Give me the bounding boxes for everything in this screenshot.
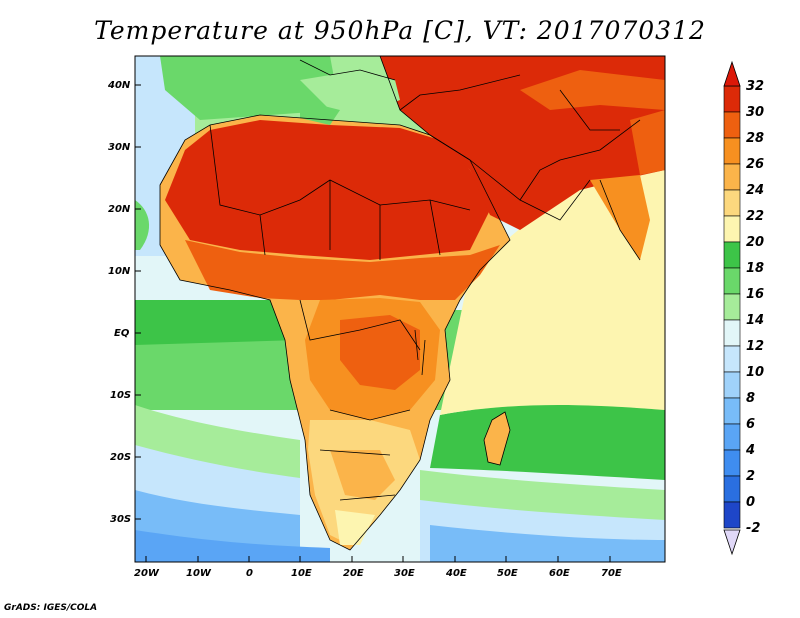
colorbar-label: 2 xyxy=(746,469,755,484)
lon-label-40e: 40E xyxy=(445,568,467,579)
atl-band-6 xyxy=(135,530,330,562)
country-borders xyxy=(159,56,641,551)
colorbar-label: 0 xyxy=(746,495,755,510)
ind-band-8 xyxy=(430,525,665,562)
congo-30 xyxy=(340,315,420,390)
temperature-field xyxy=(135,56,665,562)
pakistan-30 xyxy=(630,110,665,175)
sahel-30 xyxy=(185,240,500,300)
colorbar-box xyxy=(723,397,741,425)
colorbar-label: 24 xyxy=(746,183,764,198)
colorbar-bottom-arrow xyxy=(723,529,741,556)
lon-label-60e: 60E xyxy=(549,568,570,579)
colorbar-box xyxy=(723,501,741,529)
lon-label-10w: 10W xyxy=(186,568,212,579)
map-frame xyxy=(134,55,666,563)
map-title: Temperature at 950hPa [C], VT: 201707031… xyxy=(94,16,706,45)
lat-ticks xyxy=(135,84,611,562)
lon-label-30e: 30E xyxy=(394,568,415,579)
lon-label-20w: 20W xyxy=(134,568,160,579)
colorbar-label: 30 xyxy=(746,105,764,120)
colorbar-box xyxy=(723,85,741,113)
colorbar-label: 26 xyxy=(746,157,764,172)
mediterranean-16 xyxy=(300,70,400,112)
colorbar-box xyxy=(723,345,741,373)
colorbar-label: 20 xyxy=(746,235,764,250)
canary-18 xyxy=(135,200,150,250)
lon-label-0: 0 xyxy=(246,568,253,579)
colorbar: 32 30 28 26 24 22 20 18 16 14 12 10 8 6 … xyxy=(723,60,764,556)
iberia-18 xyxy=(160,56,340,120)
lon-label-10e: 10E xyxy=(291,568,312,579)
colorbar-label: 10 xyxy=(746,365,764,380)
lat-label-30n: 30N xyxy=(108,142,131,153)
colorbar-box xyxy=(723,111,741,139)
colorbar-box xyxy=(723,137,741,165)
iran-30 xyxy=(520,70,665,110)
colorbar-label: -2 xyxy=(746,521,760,536)
colorbar-box xyxy=(723,241,741,269)
colorbar-top-arrow xyxy=(723,60,741,87)
guinea-band-20 xyxy=(135,300,300,345)
colorbar-label: 22 xyxy=(746,209,764,224)
arabian-sea-22 xyxy=(440,170,665,415)
colorbar-box xyxy=(723,293,741,321)
colorbar-box xyxy=(723,449,741,477)
cape-22 xyxy=(335,510,375,545)
lat-label-40n: 40N xyxy=(107,80,131,91)
colorbar-label: 16 xyxy=(746,287,764,302)
lat-label-10n: 10N xyxy=(108,266,131,277)
lon-labels: 20W 10W 0 10E 20E 30E 40E 50E 60E 70E xyxy=(134,568,622,579)
lat-label-20s: 20S xyxy=(110,452,131,463)
colorbar-box xyxy=(723,475,741,503)
colorbar-labels: 32 30 28 26 24 22 20 18 16 14 12 10 8 6 … xyxy=(745,79,764,536)
lat-label-20n: 20N xyxy=(108,204,131,215)
lat-labels: 40N 30N 20N 10N EQ 10S 20S 30S xyxy=(107,80,131,525)
colorbar-label: 14 xyxy=(746,313,764,328)
colorbar-label: 12 xyxy=(746,339,764,354)
colorbar-box xyxy=(723,267,741,295)
kalahari-26 xyxy=(330,450,395,500)
colorbar-box xyxy=(723,215,741,243)
ind-band-20 xyxy=(430,405,665,480)
colorbar-boxes xyxy=(723,85,741,529)
grads-credit: GrADS: IGES/COLA xyxy=(4,603,98,613)
lat-label-30s: 30S xyxy=(110,514,131,525)
colorbar-box xyxy=(723,423,741,451)
lon-label-50e: 50E xyxy=(497,568,518,579)
colorbar-box xyxy=(723,319,741,347)
colorbar-box xyxy=(723,371,741,399)
india-28 xyxy=(590,175,650,260)
colorbar-label: 32 xyxy=(746,79,764,94)
colorbar-label: 4 xyxy=(745,443,755,458)
colorbar-box xyxy=(723,163,741,191)
colorbar-label: 28 xyxy=(746,131,764,146)
lat-label-10s: 10S xyxy=(110,390,131,401)
lon-label-70e: 70E xyxy=(601,568,622,579)
lon-label-20e: 20E xyxy=(343,568,364,579)
sahara-32 xyxy=(165,120,490,260)
colorbar-label: 8 xyxy=(746,391,755,406)
lat-label-eq: EQ xyxy=(114,328,130,339)
colorbar-box xyxy=(723,189,741,217)
colorbar-label: 18 xyxy=(746,261,764,276)
colorbar-label: 6 xyxy=(746,417,755,432)
